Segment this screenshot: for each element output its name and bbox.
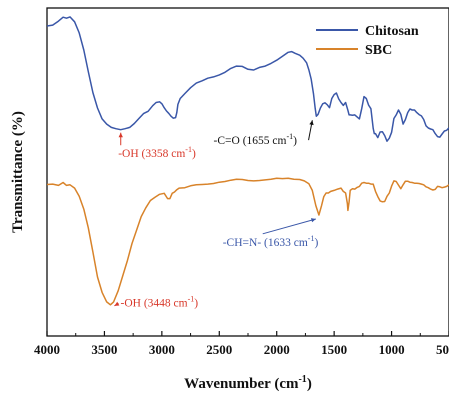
x-axis-label-main: Wavenumber (cm xyxy=(184,376,299,392)
annotation-arrowhead xyxy=(309,120,314,126)
annotation-tail: ) xyxy=(194,297,198,309)
x-tick-label: 2500 xyxy=(206,342,232,357)
annotation-arrowhead xyxy=(310,218,316,223)
x-tick-label: 1000 xyxy=(379,342,405,357)
x-tick-label: 1500 xyxy=(321,342,347,357)
y-axis-label: Transmittance (%) xyxy=(10,111,26,233)
annotation-sup: -1 xyxy=(188,294,195,303)
annotation-label: -OH (3448 cm-1) xyxy=(121,294,199,309)
legend: Chitosan SBC xyxy=(316,24,419,58)
annotation-arrowhead xyxy=(118,132,123,138)
annotation-arrow xyxy=(262,218,317,235)
annotation-text: -C=O (1655 cm xyxy=(214,135,287,147)
x-axis-label: Wavenumber (cm-1) xyxy=(184,374,312,392)
annotation-layer: -OH (3358 cm-1)-C=O (1655 cm-1)-CH=N- (1… xyxy=(114,120,318,309)
x-axis-ticks: 4000 3500 3000 2500 2000 1500 1000 50 xyxy=(34,331,449,357)
x-tick-label: 4000 xyxy=(34,342,60,357)
series-line-sbc xyxy=(47,177,449,306)
annotation-sup: -1 xyxy=(286,132,293,141)
annotation-tail: ) xyxy=(192,148,196,160)
series-line-chitosan xyxy=(47,16,449,142)
x-axis-label-sup: -1 xyxy=(298,374,306,385)
annotation-sup: -1 xyxy=(308,234,315,243)
annotation-label: -CH=N- (1633 cm-1) xyxy=(223,234,319,249)
x-axis-label-tail: ) xyxy=(307,376,312,392)
x-tick-label: 2000 xyxy=(264,342,290,357)
annotation-label: -OH (3358 cm-1) xyxy=(118,145,196,160)
annotation-tail: ) xyxy=(293,135,297,147)
x-tick-label: 3000 xyxy=(149,342,175,357)
annotation-arrowhead xyxy=(114,301,120,306)
legend-label-sbc: SBC xyxy=(365,43,392,58)
series-layer xyxy=(47,16,449,306)
annotation-sup: -1 xyxy=(185,145,192,154)
annotation-text: -OH (3358 cm xyxy=(118,148,185,160)
legend-label-chitosan: Chitosan xyxy=(365,24,419,39)
annotation-tail: ) xyxy=(314,237,318,249)
x-tick-label: 3500 xyxy=(91,342,117,357)
annotation-label: -C=O (1655 cm-1) xyxy=(214,132,298,147)
x-tick-label: 50 xyxy=(436,342,449,357)
annotation-text: -CH=N- (1633 cm xyxy=(223,237,308,249)
annotation-text: -OH (3448 cm xyxy=(121,297,188,309)
